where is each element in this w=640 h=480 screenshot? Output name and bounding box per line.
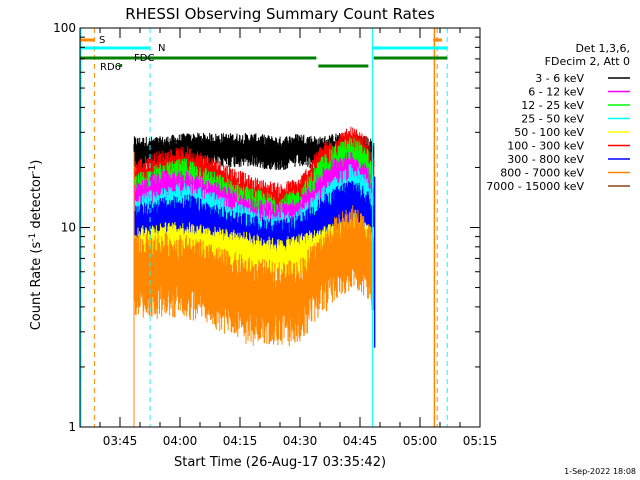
fdc-label: FDC [134,53,154,64]
legend-header-detectors: Det 1,3,6, [575,42,630,55]
chart-title: RHESSI Observing Summary Count Rates [125,5,435,23]
marker-layer: S N FDC RD6 [80,28,448,427]
night-label: N [158,43,165,54]
plot-timestamp: 1-Sep-2022 18:08 [564,467,636,476]
legend-header-decimation: FDecim 2, Att 0 [545,55,630,68]
rd6-label: RD6 [100,62,121,73]
legend-label: 800 - 7000 keV [500,167,584,180]
series-layer [133,126,376,427]
legend-label: 50 - 100 keV [514,126,584,139]
y-axis-label-end: ) [29,160,44,165]
x-tick-label: 05:00 [403,434,438,448]
y-tick-label: 10 [61,221,76,235]
x-tick-label: 04:15 [223,434,258,448]
y-tick-label: 1 [68,420,76,434]
legend-label: 6 - 12 keV [528,86,584,99]
legend-label: 3 - 6 keV [535,72,584,85]
y-axis-label-mid: detector [29,173,44,233]
x-tick-label: 05:15 [463,434,498,448]
x-tick-label: 04:30 [283,434,318,448]
y-axis-label: Count Rate (s-1 detector-1) [28,160,44,331]
legend-label: 25 - 50 keV [521,113,584,126]
legend-label: 300 - 800 keV [507,153,584,166]
legend-label: 100 - 300 keV [507,140,584,153]
y-axis-label-sup1: -1 [28,233,38,242]
y-axis-label-sup2: -1 [28,165,38,174]
x-tick-label: 04:45 [343,434,378,448]
legend-label: 7000 - 15000 keV [486,180,584,193]
y-axis-label-main: Count Rate (s [29,242,44,331]
y-tick-label: 100 [53,21,76,35]
x-tick-label: 04:00 [163,434,198,448]
legend-label: 12 - 25 keV [521,99,584,112]
rate-decim-dot [119,64,123,67]
saa-label: S [99,35,105,46]
axis-layer: 1 10 100 03:45 04:00 04:15 04:30 04:45 05:00 05:1… [53,21,497,448]
x-tick-label: 03:45 [103,434,138,448]
x-axis-label: Start Time (26-Aug-17 03:35:42) [174,455,386,470]
